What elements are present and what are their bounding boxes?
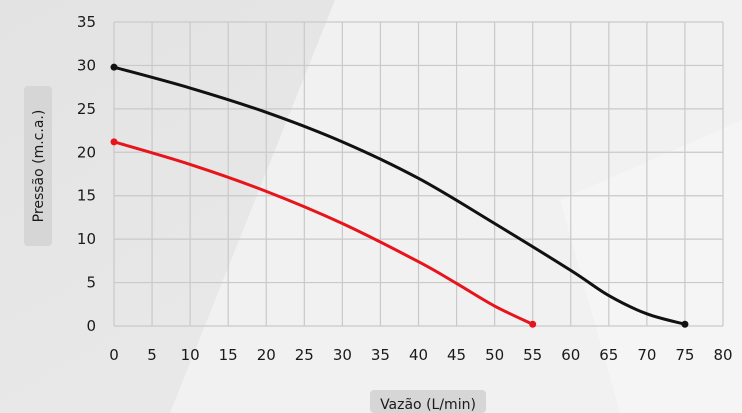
x-tick-label: 60 [561,346,580,364]
x-tick-label: 20 [257,346,276,364]
y-tick-label: 30 [77,56,96,74]
x-tick-label: 50 [485,346,504,364]
x-tick-label: 70 [637,346,656,364]
x-tick-label: 10 [181,346,200,364]
x-tick-label: 0 [109,346,119,364]
y-tick-label: 25 [77,100,96,118]
x-tick-label: 25 [295,346,314,364]
x-tick-label: 35 [371,346,390,364]
x-tick-label: 5 [147,346,157,364]
y-tick-label: 35 [77,13,96,31]
x-tick-label: 40 [409,346,428,364]
y-axis-label: Pressão (m.c.a.) [31,110,47,223]
x-axis-label: Vazão (L/min) [380,397,476,413]
tick-labels: 0 5 10 15 20 25 30 35 40 45 50 55 60 65 70 75 80 0 5 10 15 20… [77,13,733,364]
x-tick-label: 80 [713,346,732,364]
background-highlight-2 [560,120,742,413]
x-tick-label: 75 [675,346,694,364]
x-tick-label: 30 [333,346,352,364]
y-tick-label: 10 [77,230,96,248]
series-line-1 [112,65,687,326]
x-axis-label-box [370,390,486,413]
y-tick-label: 15 [77,187,96,205]
y-tick-label: 5 [86,274,96,292]
series-point-end-1 [681,320,689,328]
series-line-2 [112,140,535,326]
series-point-start-1 [110,63,118,71]
y-axis-label-box [24,86,52,246]
y-tick-label: 20 [77,143,96,161]
series-point-end-2 [529,320,537,328]
x-tick-label: 45 [447,346,466,364]
x-tick-label: 55 [523,346,542,364]
y-tick-label: 0 [86,317,96,335]
x-tick-label: 65 [599,346,618,364]
x-tick-label: 15 [219,346,238,364]
series-point-start-2 [110,138,118,146]
grid [113,21,724,327]
series-group [110,63,689,328]
